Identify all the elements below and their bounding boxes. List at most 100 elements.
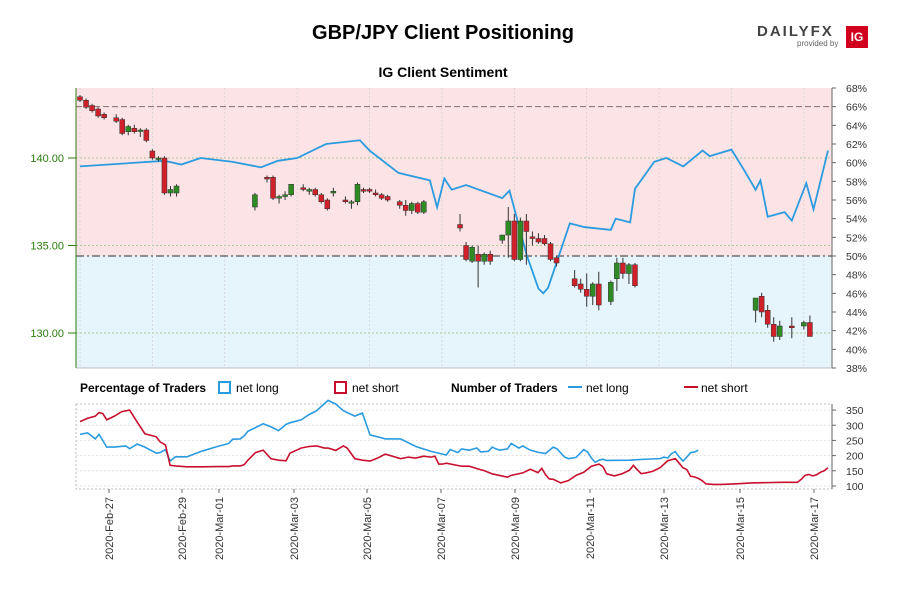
candle-body: [402, 205, 409, 211]
date-tick-label: 2020-Feb-29: [177, 497, 189, 560]
candle-body: [366, 189, 373, 192]
sentiment-tick-label: 58%: [846, 176, 867, 188]
candle-body: [83, 100, 89, 108]
candle-body: [596, 283, 602, 306]
date-tick-label: 2020-Mar-07: [436, 497, 448, 560]
brand-text: DAILYFX: [757, 23, 834, 40]
chart-title: GBP/JPY Client Positioning: [312, 22, 574, 44]
sentiment-tick-label: 48%: [846, 270, 867, 282]
traders-tick-label: 250: [846, 435, 864, 447]
candle-body: [776, 325, 783, 337]
candle-body: [348, 201, 355, 204]
date-tick-label: 2020-Mar-05: [362, 497, 374, 560]
candle-body: [378, 194, 385, 199]
candle-body: [89, 105, 95, 111]
sentiment-tick-label: 68%: [846, 83, 867, 95]
date-tick-label: 2020-Mar-01: [214, 497, 226, 560]
candle-body: [535, 238, 542, 243]
traders-tick-label: 200: [846, 451, 864, 463]
sentiment-tick-label: 50%: [846, 251, 867, 263]
sentiment-tick-label: 56%: [846, 195, 867, 207]
date-tick-label: 2020-Mar-03: [289, 497, 301, 560]
candle-body: [131, 128, 138, 132]
candle-body: [264, 177, 270, 180]
price-sentiment-panel: 130.00 135.00 140.00 38% 40% 42% 44% 46% 48% 50% 5…: [30, 83, 867, 375]
candle-body: [469, 247, 475, 262]
candle-body: [608, 282, 614, 302]
candle-body: [300, 187, 306, 190]
candle-body: [499, 234, 506, 241]
legend-num-long: net long: [586, 381, 629, 395]
candle-body: [770, 324, 777, 337]
candle-body: [571, 278, 578, 286]
candle-body: [463, 245, 469, 260]
sentiment-tick-label: 62%: [846, 139, 867, 151]
sentiment-tick-label: 54%: [846, 214, 867, 226]
legend-pct-long: net long: [236, 381, 279, 395]
sentiment-long-line: [79, 139, 829, 295]
chart-subtitle: IG Client Sentiment: [378, 64, 508, 80]
candle-body: [801, 322, 807, 327]
candle-body: [324, 199, 331, 209]
candle-body: [137, 129, 144, 132]
candle-body: [487, 254, 493, 262]
candle-body: [511, 220, 518, 260]
dailyfx-logo: DAILYFX provided by IG: [757, 23, 869, 49]
candle-body: [312, 189, 319, 195]
candle-body: [173, 185, 180, 194]
date-tick-label: 2020-Feb-27: [104, 497, 116, 560]
candle-body: [276, 196, 282, 199]
short-zone-fill: [76, 88, 832, 256]
traders-tick-label: 150: [846, 466, 864, 478]
candle-body: [764, 310, 771, 325]
candle-body: [372, 192, 379, 195]
candle-body: [481, 254, 487, 262]
legend: Percentage of Traders net long net short…: [80, 381, 748, 395]
brand-sub: provided by: [797, 39, 839, 48]
candle-body: [523, 220, 530, 232]
date-tick-label: 2020-Mar-13: [659, 497, 671, 560]
candle-body: [149, 150, 156, 159]
ig-logo-badge: IG: [846, 26, 868, 48]
candle-body: [95, 108, 101, 117]
candle-body: [547, 243, 554, 260]
candle-body: [415, 203, 421, 213]
candle-body: [620, 262, 626, 274]
sentiment-tick-label: 38%: [846, 363, 867, 375]
candle-body: [421, 201, 427, 213]
sentiment-tick-label: 44%: [846, 307, 867, 319]
candle-body: [626, 264, 632, 274]
candle-body: [167, 189, 174, 194]
candle-body: [517, 220, 524, 260]
candle-body: [113, 117, 119, 122]
candle-body: [758, 296, 765, 313]
candle-body: [306, 189, 312, 192]
price-tick-label: 130.00: [30, 328, 64, 340]
candle-body: [282, 194, 288, 197]
legend-pct-long-swatch: [218, 381, 231, 394]
traders-tick-label: 300: [846, 420, 864, 432]
candle-body: [252, 194, 258, 208]
candle-body: [77, 96, 83, 101]
traders-long-line: [79, 399, 699, 464]
candle-body: [505, 220, 512, 236]
sentiment-tick-label: 64%: [846, 120, 867, 132]
candle-body: [342, 199, 349, 202]
traders-tick-label: 350: [846, 405, 864, 417]
legend-pct-title: Percentage of Traders: [80, 381, 206, 395]
traders-frame: [75, 403, 833, 490]
sentiment-tick-label: 52%: [846, 232, 867, 244]
candle-body: [475, 254, 481, 262]
candle-body: [807, 322, 813, 337]
candle-body: [384, 196, 391, 201]
sentiment-tick-label: 40%: [846, 344, 867, 356]
candle-body: [583, 289, 590, 297]
traders-tick-label: 100: [846, 481, 864, 493]
date-tick-label: 2020-Mar-17: [809, 497, 821, 560]
candle-body: [457, 224, 463, 229]
candle-body: [161, 157, 168, 194]
candle-body: [614, 262, 620, 279]
candle-body: [577, 283, 584, 290]
legend-pct-short: net short: [352, 381, 399, 395]
